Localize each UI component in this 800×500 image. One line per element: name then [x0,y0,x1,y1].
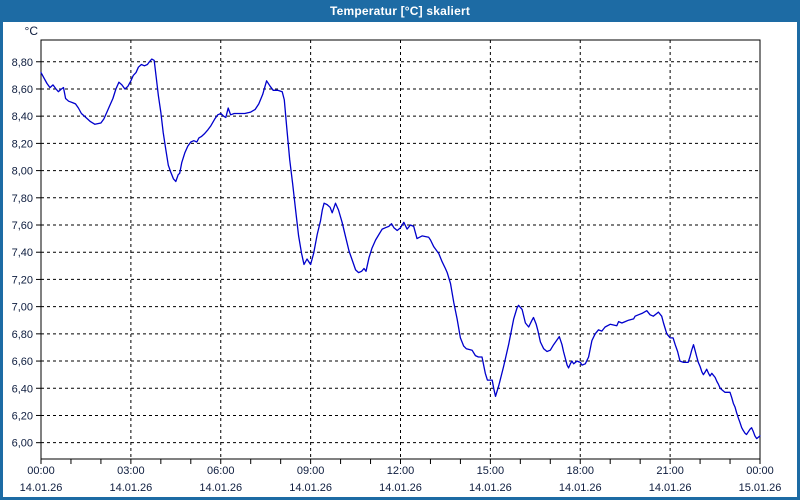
x-tick-date-label: 14.01.26 [109,482,152,494]
chart-container: 8,80 8,60 8,40 8,20 8,00 7,80 7,60 7,40 7,20 7,00… [0,22,800,500]
x-tick-date-label: 14.01.26 [199,482,242,494]
x-tick-time-label: 09:00 [297,465,325,477]
y-tick-label: 8,20 [12,138,33,150]
y-tick-label: 7,80 [12,193,33,205]
y-tick-label: 6,20 [12,410,33,422]
temperature-series-line [40,58,761,440]
y-axis-unit-label: °C [25,24,39,38]
x-tick-time-label: 15:00 [477,465,505,477]
y-tick-label: 8,40 [12,111,33,123]
y-tick-label: 6,40 [12,383,33,395]
x-tick-time-label: 18:00 [566,465,594,477]
y-tick-label: 8,60 [12,84,33,96]
y-tick-label: 7,40 [12,247,33,259]
window-titlebar[interactable]: Temperatur [°C] skaliert [0,0,800,22]
x-tick-date-label: 14.01.26 [289,482,332,494]
x-tick-time-label: 12:00 [387,465,415,477]
x-tick-date-label: 14.01.26 [469,482,512,494]
x-tick-time-label: 00:00 [27,465,55,477]
x-tick-date-label: 14.01.26 [559,482,602,494]
x-tick-date-label: 15.01.26 [739,482,782,494]
window-title: Temperatur [°C] skaliert [329,4,471,18]
x-tick-time-label: 00:00 [746,465,774,477]
axes [36,39,761,464]
x-tick-date-label: 14.01.26 [379,482,422,494]
y-tick-label: 7,20 [12,274,33,286]
x-tick-date-label: 14.01.26 [20,482,63,494]
y-tick-label: 8,80 [12,57,33,69]
temperature-chart: 8,80 8,60 8,40 8,20 8,00 7,80 7,60 7,40 7,20 7,00… [12,24,782,494]
y-tick-label: 6,80 [12,329,33,341]
gridlines [41,40,760,459]
x-tick-time-label: 06:00 [207,465,235,477]
x-tick-time-label: 21:00 [656,465,684,477]
x-tick-time-label: 03:00 [117,465,145,477]
axis-labels: 8,80 8,60 8,40 8,20 8,00 7,80 7,60 7,40 7,20 7,00… [12,24,782,494]
y-tick-label: 7,00 [12,302,33,314]
y-tick-label: 7,60 [12,220,33,232]
y-tick-label: 6,00 [12,438,33,450]
y-tick-label: 6,60 [12,356,33,368]
x-tick-date-label: 14.01.26 [649,482,692,494]
y-tick-label: 8,00 [12,166,33,178]
